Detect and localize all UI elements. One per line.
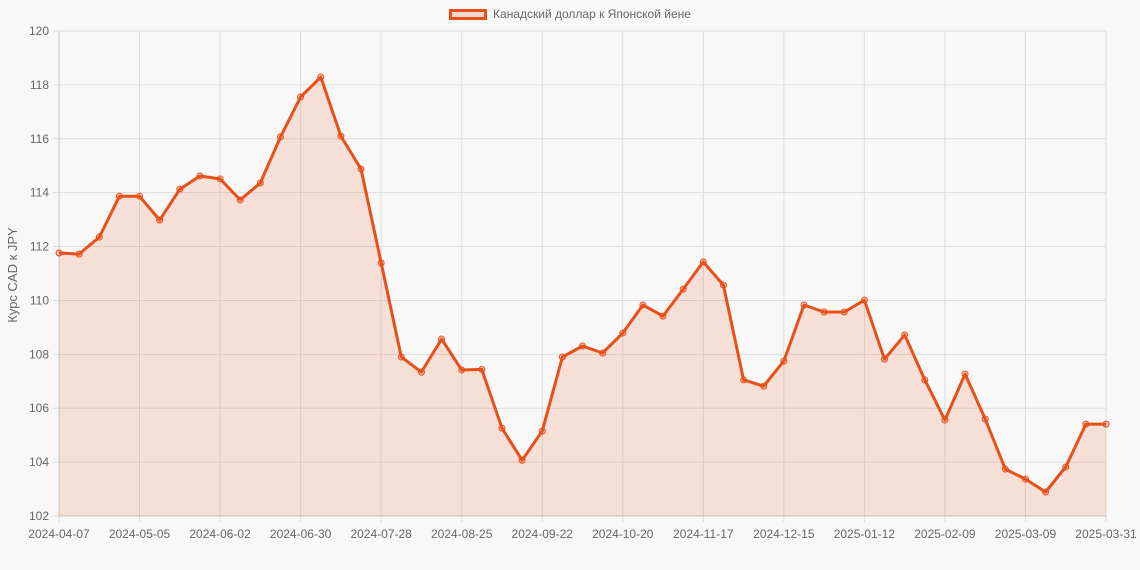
y-tick-label: 102	[29, 509, 49, 523]
data-point[interactable]	[297, 93, 305, 101]
data-point[interactable]	[800, 301, 808, 309]
data-point[interactable]	[337, 132, 345, 140]
x-tick-label: 2024-08-25	[431, 527, 493, 541]
data-point[interactable]	[740, 376, 748, 384]
data-point[interactable]	[176, 185, 184, 193]
y-tick-label: 110	[30, 293, 49, 307]
data-point[interactable]	[619, 329, 627, 337]
area-fill	[59, 77, 1106, 516]
data-point[interactable]	[256, 179, 264, 187]
data-line	[58, 75, 1106, 494]
data-point[interactable]	[377, 259, 385, 267]
data-point[interactable]	[981, 415, 989, 423]
x-tick-label: 2024-07-28	[350, 527, 412, 541]
data-point[interactable]	[438, 335, 446, 343]
data-point[interactable]	[599, 349, 607, 357]
data-point[interactable]	[538, 427, 546, 435]
data-point[interactable]	[881, 355, 889, 363]
data-point[interactable]	[961, 370, 969, 378]
x-tick-label: 2025-02-09	[914, 527, 976, 541]
data-point[interactable]	[820, 308, 828, 316]
y-tick-label: 108	[29, 347, 49, 361]
y-tick-label: 104	[29, 455, 49, 469]
data-point[interactable]	[1021, 475, 1029, 483]
data-point[interactable]	[498, 424, 506, 432]
data-point[interactable]	[840, 308, 848, 316]
data-point[interactable]	[276, 133, 284, 141]
x-tick-label: 2024-10-20	[592, 527, 654, 541]
data-point[interactable]	[357, 165, 365, 173]
data-point[interactable]	[1082, 420, 1090, 428]
legend-swatch	[449, 8, 488, 20]
data-point[interactable]	[780, 357, 788, 365]
y-axis-label: Курс CAD к JPY	[5, 227, 20, 323]
data-point[interactable]	[679, 285, 687, 293]
data-point[interactable]	[558, 353, 566, 361]
x-tick-label: 2024-04-07	[28, 527, 90, 541]
data-point[interactable]	[921, 376, 929, 384]
y-tick-label: 116	[30, 132, 49, 146]
data-point[interactable]	[1001, 465, 1009, 473]
data-point[interactable]	[55, 249, 63, 257]
legend-label: Канадский доллар к Японской йене	[493, 7, 691, 21]
x-axis-ticks: 2024-04-07 2024-05-05 2024-06-02 2024-06-30…	[28, 527, 1137, 541]
data-point[interactable]	[579, 342, 586, 350]
data-point[interactable]	[699, 258, 707, 266]
x-tick-label: 2024-12-15	[753, 527, 815, 541]
x-tick-label: 2025-01-12	[834, 527, 896, 541]
data-point[interactable]	[458, 366, 466, 374]
x-tick-label: 2025-03-31	[1075, 527, 1137, 541]
x-tick-label: 2024-06-30	[270, 527, 332, 541]
data-point[interactable]	[901, 331, 909, 339]
grid-lines	[53, 30, 1107, 522]
data-point[interactable]	[236, 196, 244, 204]
data-point[interactable]	[397, 353, 405, 361]
y-axis-ticks: 102 104 106 108 110 112 114 116 118 120	[29, 24, 49, 523]
data-point[interactable]	[317, 73, 325, 81]
chart-legend[interactable]: Канадский доллар к Японской йене	[0, 7, 1140, 21]
y-tick-label: 120	[29, 24, 49, 38]
data-point[interactable]	[136, 192, 144, 200]
data-point[interactable]	[196, 172, 204, 180]
data-point[interactable]	[478, 365, 486, 373]
data-point[interactable]	[860, 296, 868, 304]
x-tick-label: 2024-09-22	[512, 527, 574, 541]
data-point[interactable]	[719, 281, 727, 289]
x-tick-label: 2024-11-17	[673, 527, 734, 541]
data-point[interactable]	[115, 192, 123, 200]
y-tick-label: 112	[30, 240, 49, 254]
x-tick-label: 2025-03-09	[995, 527, 1057, 541]
y-tick-label: 106	[29, 401, 49, 415]
x-tick-label: 2024-06-02	[189, 527, 251, 541]
data-point[interactable]	[941, 416, 949, 424]
x-tick-label: 2024-05-05	[109, 527, 171, 541]
data-point[interactable]	[518, 456, 526, 464]
y-tick-label: 114	[30, 186, 49, 200]
data-point[interactable]	[75, 250, 83, 258]
data-points	[55, 73, 1110, 496]
data-point[interactable]	[659, 312, 667, 320]
data-point[interactable]	[760, 382, 768, 390]
data-point[interactable]	[1042, 488, 1050, 496]
data-point[interactable]	[417, 368, 425, 376]
data-point[interactable]	[1102, 420, 1110, 428]
data-point[interactable]	[216, 175, 224, 183]
data-point[interactable]	[156, 216, 164, 224]
y-tick-label: 118	[30, 78, 49, 92]
data-point[interactable]	[1062, 463, 1070, 471]
data-point[interactable]	[95, 233, 103, 241]
data-point[interactable]	[639, 301, 647, 309]
